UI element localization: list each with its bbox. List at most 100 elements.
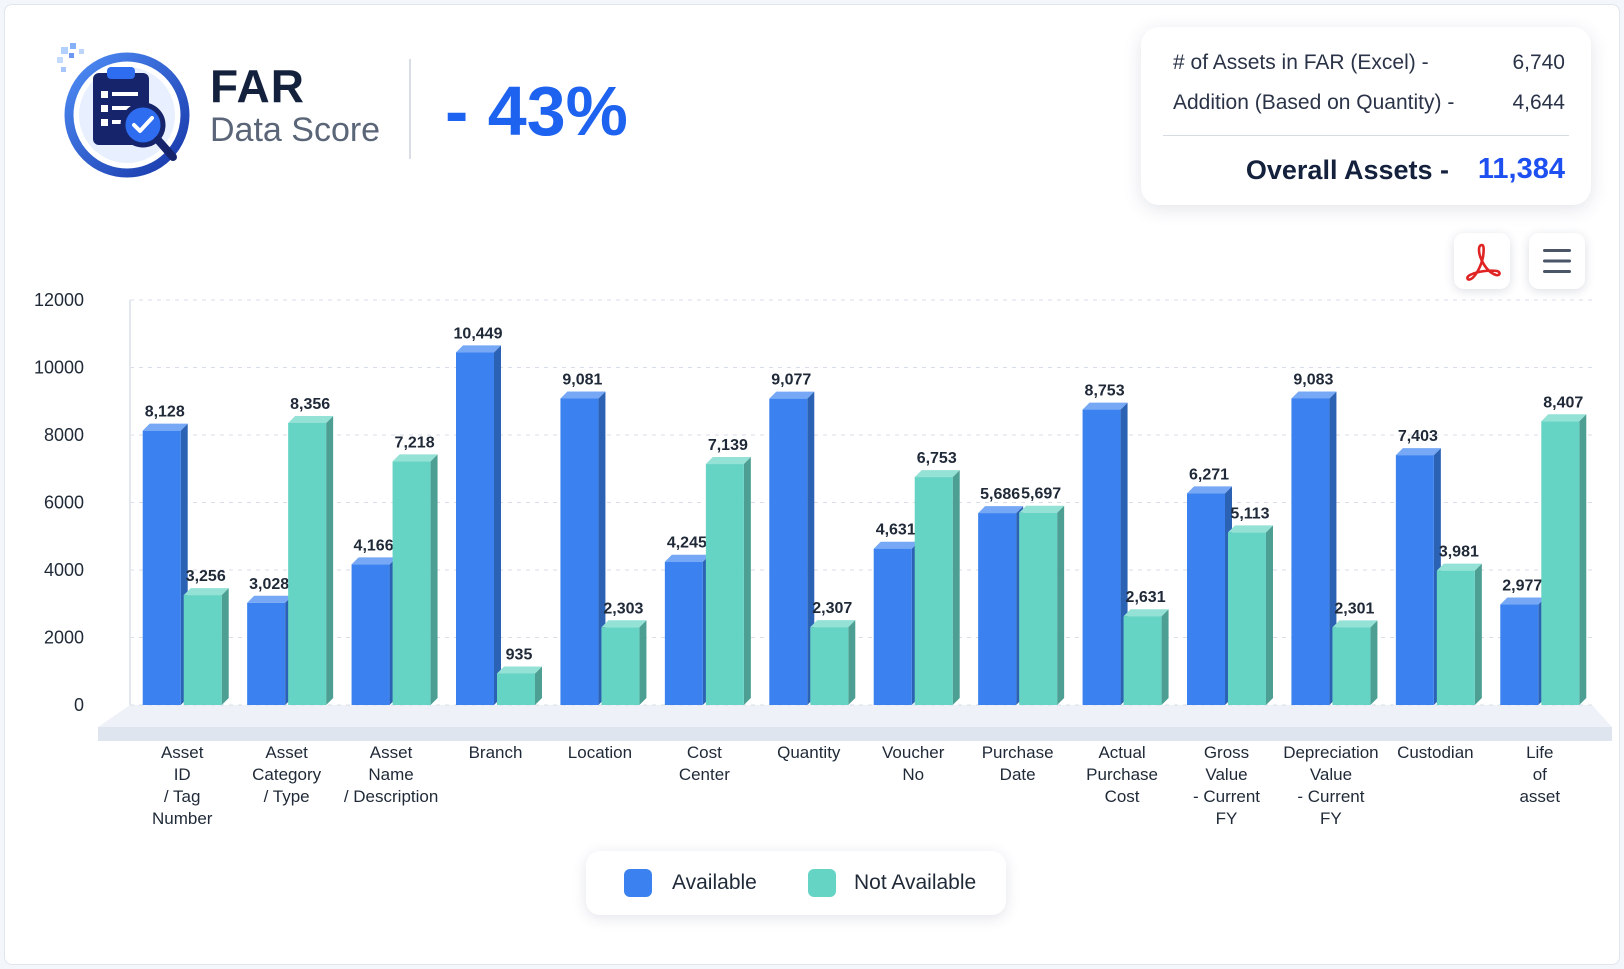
bar-top [705,457,751,465]
bar-top [1500,597,1546,605]
bar-top [978,506,1024,514]
x-tick-label-line: Center [679,765,730,784]
data-score-value: - 43% [445,72,628,150]
bar-top [351,557,397,565]
bar-not-available [601,627,640,705]
x-tick-label-line: - Current [1297,787,1364,806]
data-label: 7,218 [395,434,435,451]
dashboard-card: FAR Data Score - 43% # of Assets in FAR … [4,4,1620,965]
x-tick-label: Actual Purchase Cost [1086,743,1158,806]
overall-assets-label: Overall Assets - [1245,155,1449,185]
y-tick-label: 12000 [34,290,84,310]
data-label: 5,697 [1021,486,1061,503]
bar-top [810,620,856,628]
data-label: 9,081 [562,372,602,389]
export-pdf-button[interactable] [1454,233,1510,289]
x-tick-label-line: Asset [161,743,204,762]
bar-available [769,398,808,705]
page-subtitle: Data Score [210,111,381,149]
x-tick-label-line: Life [1526,743,1553,762]
x-tick-label: Asset ID / Tag Number [152,743,213,828]
legend-label-not-available[interactable]: Not Available [854,871,977,894]
bar-available [664,561,703,705]
x-tick-label-line: ID [174,765,191,784]
summary-divider [1163,135,1569,136]
x-tick-label-line: Location [568,743,632,762]
bar-side [1161,609,1169,705]
x-tick-label-line: Custodian [1397,743,1474,762]
y-tick-label: 2000 [44,628,84,648]
bar-top [456,345,501,353]
bar-top [288,415,334,423]
summary-label: Addition (Based on Quantity) - [1173,91,1455,114]
bar-available [1500,604,1539,705]
x-tick-label-line: / Type [264,787,310,806]
data-label: 7,139 [708,437,748,454]
x-tick-label-line: - Current [1193,787,1260,806]
x-tick-label-line: / Description [344,787,438,806]
pdf-icon [1466,243,1501,281]
data-label: 3,028 [249,576,289,593]
x-tick-label: Depreciation Value - Current FY [1283,743,1378,828]
data-label: 2,303 [603,600,643,617]
bar-top [1541,414,1587,422]
header-divider [409,59,411,159]
x-tick-label-line: Name [368,765,413,784]
x-tick-label-line: FY [1320,809,1342,828]
hamburger-menu-icon [1543,249,1571,273]
x-tick-label-line: Purchase [982,743,1054,762]
data-label: 8,128 [145,404,185,421]
asset-summary-panel: # of Assets in FAR (Excel) - 6,740 Addit… [1141,27,1591,205]
bar-top [247,595,293,603]
bar-top [1332,620,1378,628]
bar-top [1291,391,1337,399]
data-label: 5,686 [980,486,1020,503]
bar-available [1291,398,1330,705]
x-tick-label-line: Cost [1105,787,1140,806]
data-label: 2,307 [812,600,852,617]
bar-side [221,588,229,705]
bar-not-available [183,595,222,705]
bar-side [1057,505,1065,705]
bar-top [1123,609,1169,617]
bar-top [873,541,919,549]
page-title: FAR [210,60,305,112]
x-tick-label: Asset Name / Description [344,743,438,806]
bar-top [1228,525,1273,533]
bar-side [430,454,438,705]
x-tick-label-line: Category [252,765,321,784]
bar-not-available [705,464,744,705]
bar-top [1395,448,1441,456]
data-label: 2,631 [1126,589,1166,606]
bar-side [1370,620,1378,705]
bar-side [1266,525,1273,705]
bar-available [1395,455,1434,705]
data-label: 10,449 [454,325,503,342]
bar-top [1436,563,1482,571]
bar-top [1019,505,1065,513]
data-label: 7,403 [1398,428,1438,445]
chart-menu-button[interactable] [1529,233,1585,289]
data-label: 9,077 [771,372,811,389]
bar-top [392,454,438,462]
chart-floor [98,705,1612,727]
bar-side [952,470,960,705]
bar-top [560,391,606,399]
far-logo-icon [57,43,190,178]
x-tick-label-line: Voucher [882,743,945,762]
bar-not-available [1019,512,1058,705]
x-tick-label: Life of asset [1519,743,1560,806]
x-tick-label: Cost Center [679,743,730,784]
bar-not-available [497,673,535,705]
x-tick-label-line: Cost [687,743,722,762]
summary-row-addition: Addition (Based on Quantity) - 4,644 [1173,91,1565,115]
x-tick-label-line: Purchase [1086,765,1158,784]
bar-top [1082,402,1128,410]
x-tick-label-line: Quantity [777,743,841,762]
bar-available [978,513,1017,705]
x-tick-label: Location [568,743,632,762]
x-tick-label: Gross Value - Current FY [1193,743,1260,828]
data-label: 9,083 [1293,371,1333,388]
legend-label-available[interactable]: Available [672,871,757,894]
